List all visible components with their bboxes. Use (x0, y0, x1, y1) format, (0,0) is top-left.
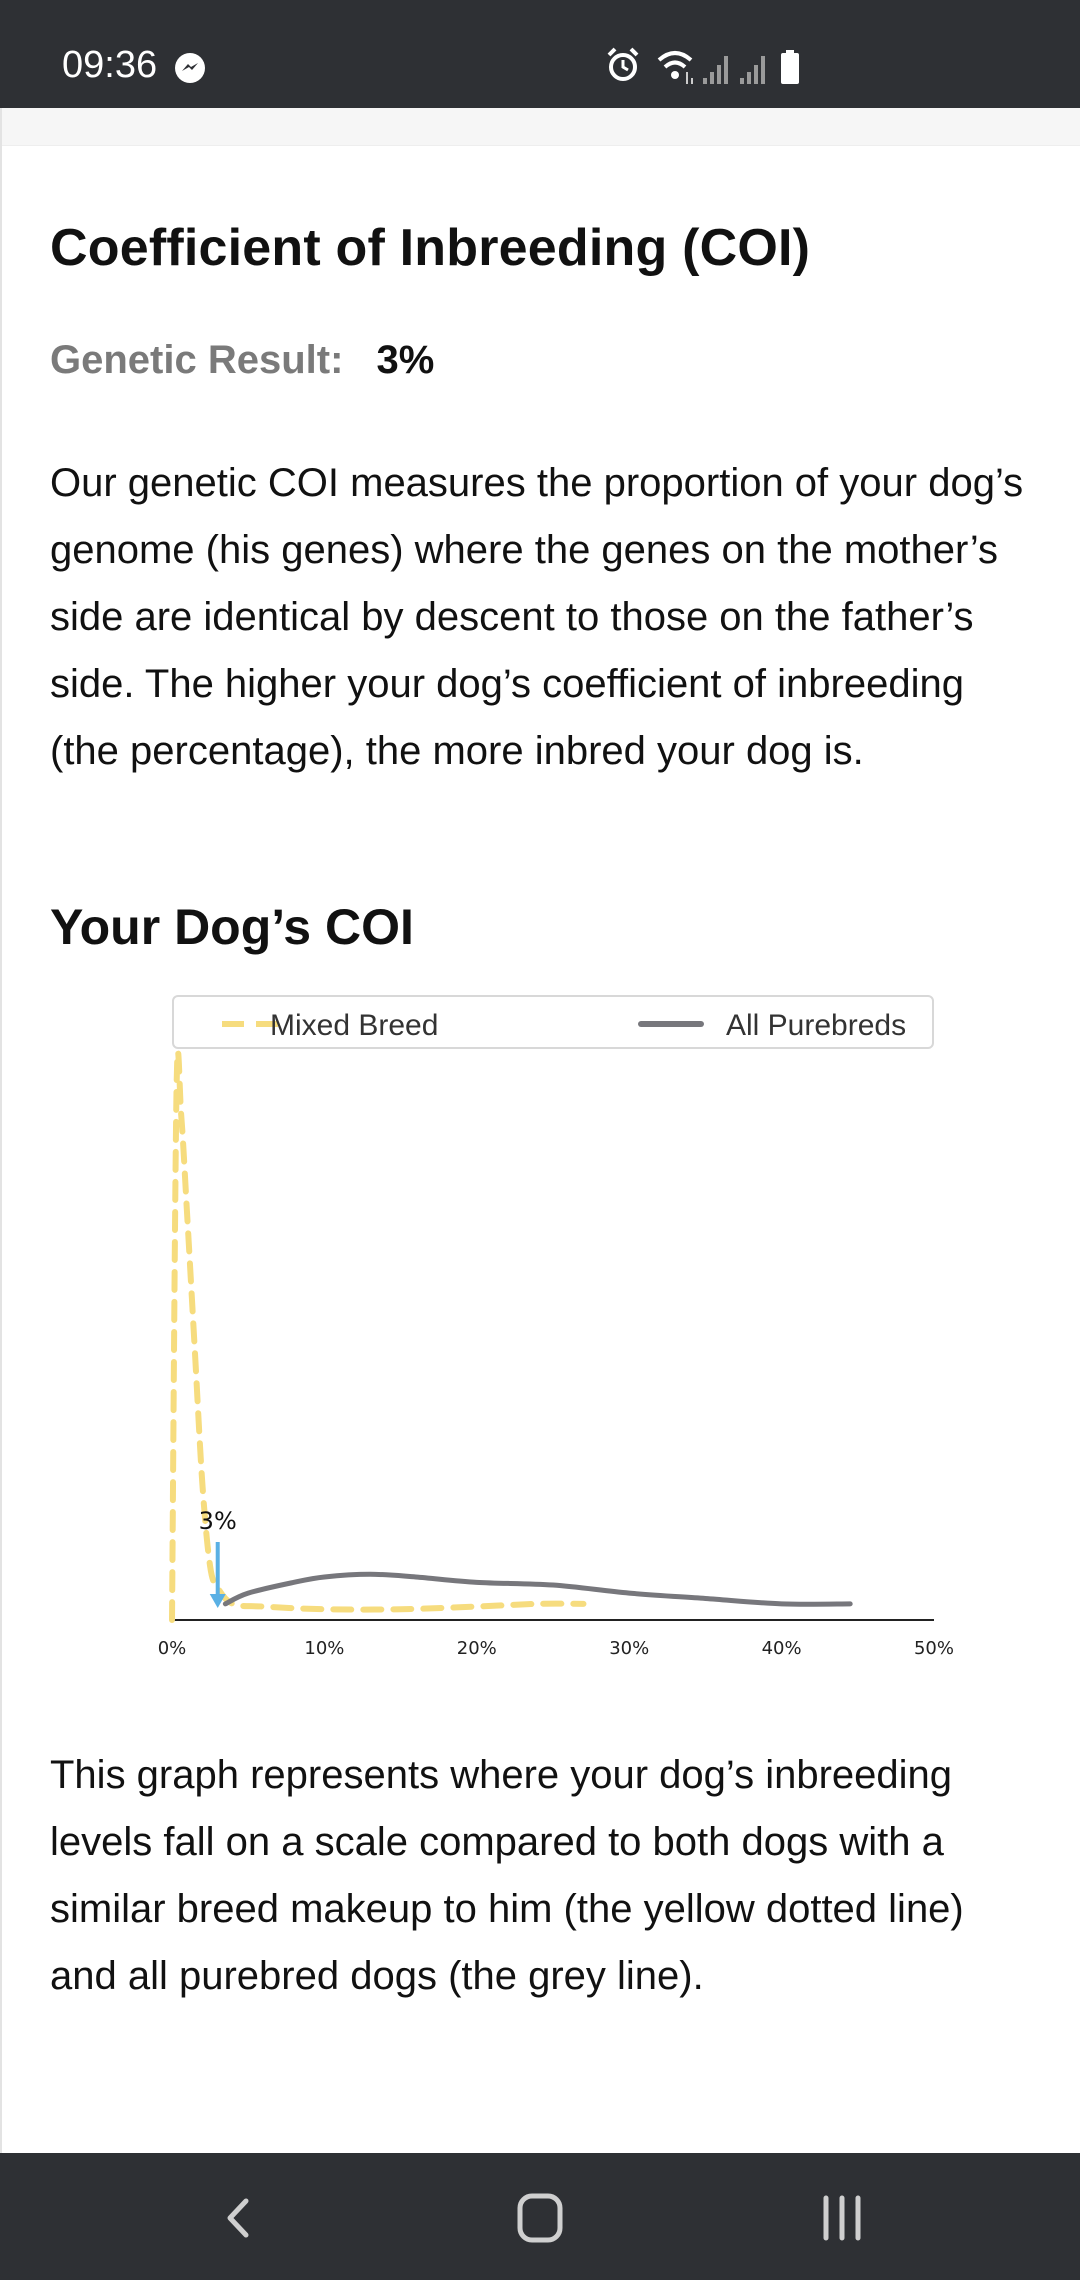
x-tick-label: 10% (304, 1638, 344, 1659)
status-time: 09:36 (62, 44, 158, 86)
legend-label-mixed: Mixed Breed (270, 1009, 439, 1042)
x-tick-label: 30% (609, 1638, 649, 1659)
signal-icon (740, 56, 765, 84)
legend-swatch-mixed (222, 1021, 290, 1027)
status-icons (607, 47, 799, 84)
alarm-icon (607, 47, 639, 81)
genetic-result-value: 3% (376, 338, 435, 382)
coi-chart: Mixed Breed All Purebreds 0% 10% 20% 30% 40%… (0, 980, 1080, 1680)
home-icon[interactable] (500, 2183, 580, 2253)
legend-label-purebred: All Purebreds (726, 1009, 907, 1042)
genetic-result-row: Genetic Result: 3% (50, 338, 434, 383)
chart-explanation: This graph represents where your dog’s i… (50, 1753, 964, 1998)
battery-icon (781, 50, 799, 84)
series-line-all-purebreds (222, 1571, 853, 1607)
legend-swatch-purebred (638, 1021, 704, 1027)
x-tick-label: 40% (762, 1638, 802, 1659)
status-bar: 09:36 (0, 0, 1080, 108)
chart-plot: 0% 10% 20% 30% 40% 50% 3% (158, 1049, 954, 1659)
series-line-mixed-breed (169, 1049, 587, 1623)
x-tick-label: 20% (457, 1638, 497, 1659)
x-tick-label: 50% (914, 1638, 954, 1659)
back-icon[interactable] (200, 2183, 280, 2253)
genetic-result-label: Genetic Result: (50, 338, 344, 382)
x-tick-label: 0% (158, 1638, 187, 1659)
page-top-strip (0, 108, 1080, 146)
messenger-icon (175, 53, 205, 83)
chart-legend: Mixed Breed All Purebreds (172, 995, 934, 1049)
signal-icon (703, 56, 728, 84)
wifi-icon (657, 51, 693, 84)
marker-arrow-head (209, 1594, 226, 1608)
content-edge (0, 108, 2, 2153)
marker-label: 3% (199, 1507, 237, 1535)
coi-description: Our genetic COI measures the proportion … (50, 461, 1024, 773)
navigation-bar (0, 2153, 1080, 2280)
chart-heading: Your Dog’s COI (50, 899, 414, 955)
section-title: Coefficient of Inbreeding (COI) (50, 219, 811, 277)
recents-icon[interactable] (802, 2183, 882, 2253)
